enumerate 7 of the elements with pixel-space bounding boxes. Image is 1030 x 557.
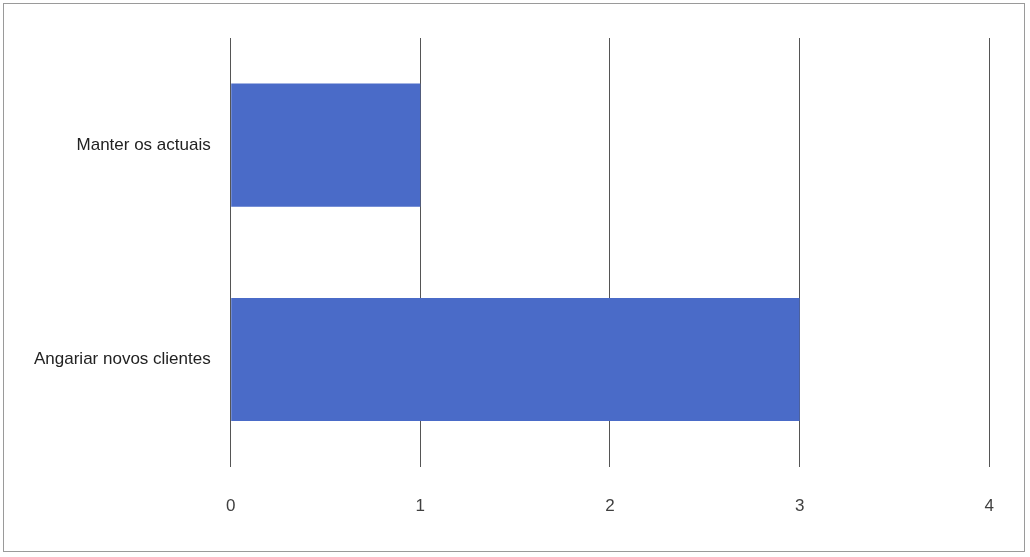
y-tick-label: Angariar novos clientes (33, 349, 211, 369)
x-tick-label: 4 (984, 496, 995, 516)
x-tick-label: 0 (225, 496, 236, 516)
x-tick-label: 2 (605, 496, 615, 516)
x-tick-label: 1 (415, 496, 426, 516)
x-tick-label: 3 (794, 496, 805, 516)
y-tick-label: Manter os actuais (76, 134, 211, 154)
